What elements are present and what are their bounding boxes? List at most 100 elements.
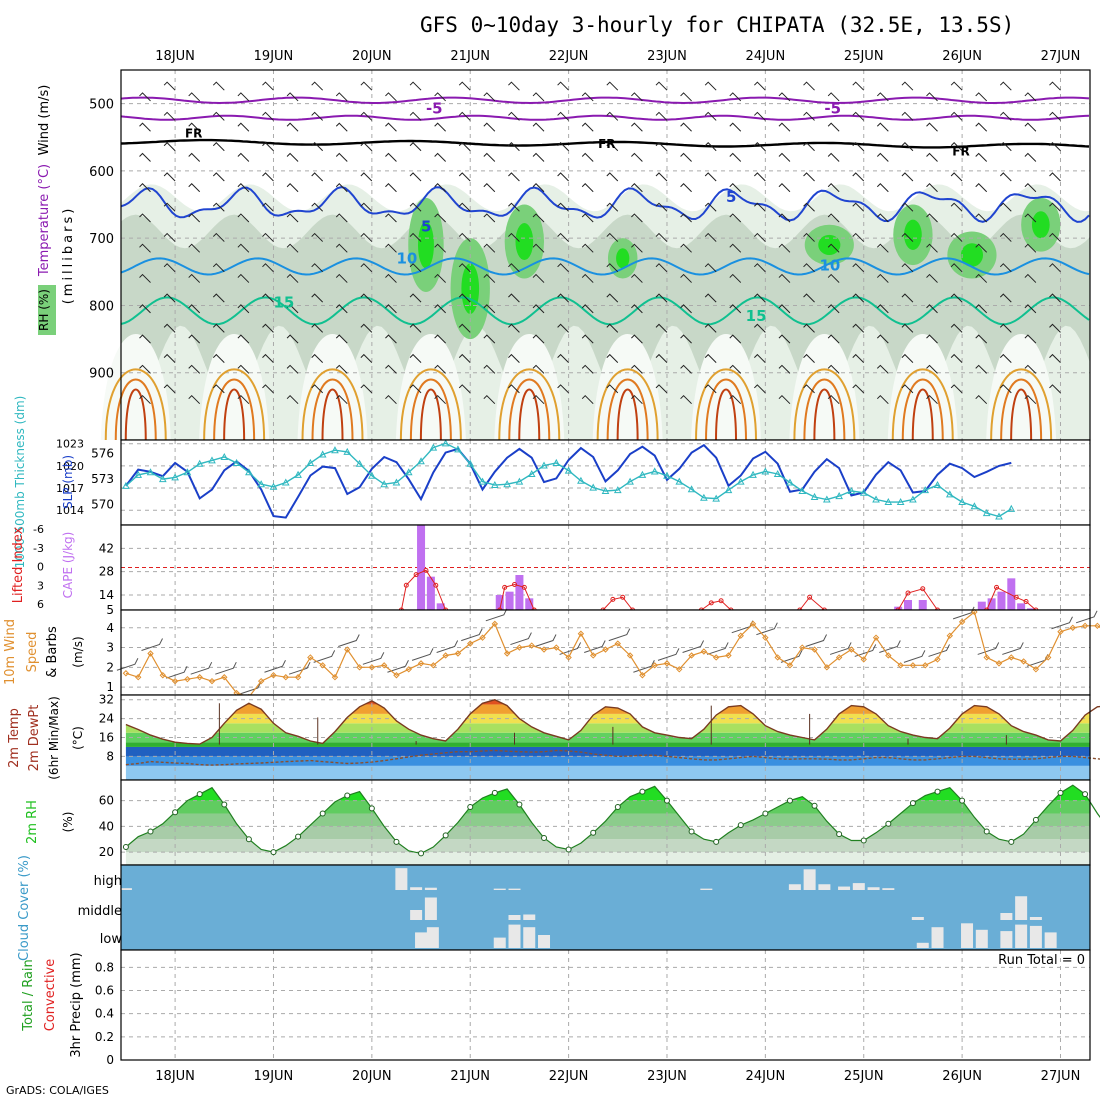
wind-barb [409,202,422,212]
li-tick: 3 [37,579,44,592]
wind-marker [294,674,302,681]
wind-barb [212,353,225,363]
cape-bar [904,600,913,610]
y-tick-label: 700 [89,232,114,247]
cloud-bar-low [916,942,929,948]
wind-barb [655,384,668,394]
cape-bar [997,591,1006,610]
x-tick-label-bottom: 20JUN [352,1069,392,1084]
lifted-index-line [602,596,633,611]
wind-barb [409,232,422,242]
cape-bar [505,591,514,610]
wind-barb [852,232,865,242]
wind-barb [999,323,1012,333]
wind-barb [335,304,348,314]
wind-barb [606,293,619,303]
wind-barb [999,353,1012,363]
wind-barb [631,183,643,193]
cape-bar [1026,608,1035,610]
wind-barb [680,213,692,223]
wind-barb [508,293,520,303]
wind-barb [557,81,569,91]
wind-barb [458,353,471,363]
rh-saturated-blob [515,223,534,261]
wind-marker [737,632,744,639]
cloud-bar-middle [523,914,536,920]
thickness-marker [761,467,770,475]
wind-barb [163,323,176,333]
wind-barb [237,273,250,283]
wind-barb [360,172,373,182]
ylabel-minmax: (6hr Min/Max) [47,696,61,780]
thickness-marker [195,459,204,467]
cloud-bar-low [426,927,439,948]
cloud-bar-low [1044,932,1057,948]
wind-marker [823,664,831,671]
wind-barb [212,384,225,394]
rh2m-marker [860,837,867,844]
precip-tick: 0.4 [95,1007,114,1021]
wind-barb [827,213,840,223]
wind-barb [803,263,815,273]
wind-barb [901,293,914,303]
thickness-marker [318,450,327,458]
li-tick: -6 [33,523,44,536]
thickness-marker [724,486,733,494]
y-tick-label: 800 [89,299,114,314]
surface-wind-barb [682,640,705,653]
lifted-index-line [701,600,732,611]
isotherm-warm-arch [409,378,452,441]
isotherm-freezing [120,138,1090,149]
wind-barb [1049,111,1061,121]
wind-barb [754,263,766,273]
wind-barb [311,293,324,303]
wind-barb [188,273,201,283]
temp2m-line [125,698,1100,745]
wind-barb [729,273,742,283]
rh2m-tick: 60 [99,794,114,808]
ylabel-rh2m-units: (%) [61,812,75,833]
rh2m-marker [885,820,892,827]
wind-barb [1049,384,1061,394]
wind-barb [655,263,668,273]
wind-barb [237,364,250,374]
cloud-bar-high [700,888,713,890]
wind-barb [680,304,692,314]
wind-barb [1024,122,1037,132]
wind-barb [311,142,324,152]
wind-marker [528,642,535,649]
cape-tick: 42 [99,541,114,555]
wind-marker [516,644,523,651]
temp-band [125,765,1090,780]
cloud-bar-low [1015,924,1028,948]
wind-barb [803,232,815,242]
precip-tick: 0.2 [95,1030,114,1044]
wind-marker [712,654,720,661]
thickness-marker [503,480,511,488]
isotherm-5 [120,186,1090,223]
wind-barb [803,111,815,121]
cape-bar [918,600,927,610]
wind-barb [434,183,446,193]
wind-marker [663,660,671,667]
thickness-marker [613,486,622,494]
wind-barb [729,304,742,314]
thickness-marker [736,477,745,485]
surface-wind-barb [411,648,434,661]
thickness-marker [392,478,401,486]
rh2m-marker [393,838,400,845]
wind-barb [409,384,422,394]
wind-barb [999,293,1012,303]
thickness-marker [417,457,425,465]
ylabel-temperature: Temperature (°C) [37,164,52,277]
x-tick-label-bottom: 19JUN [254,1069,294,1084]
wind-barb [262,232,274,242]
rh2m-tick: 40 [99,819,114,833]
surface-wind-barb [436,640,459,653]
wind-barb [1024,364,1037,374]
wind-marker [282,674,289,681]
wind-marker [503,650,511,657]
temp-tick: 16 [99,731,114,745]
wind-barb [286,213,299,223]
wind-barb [655,172,668,182]
